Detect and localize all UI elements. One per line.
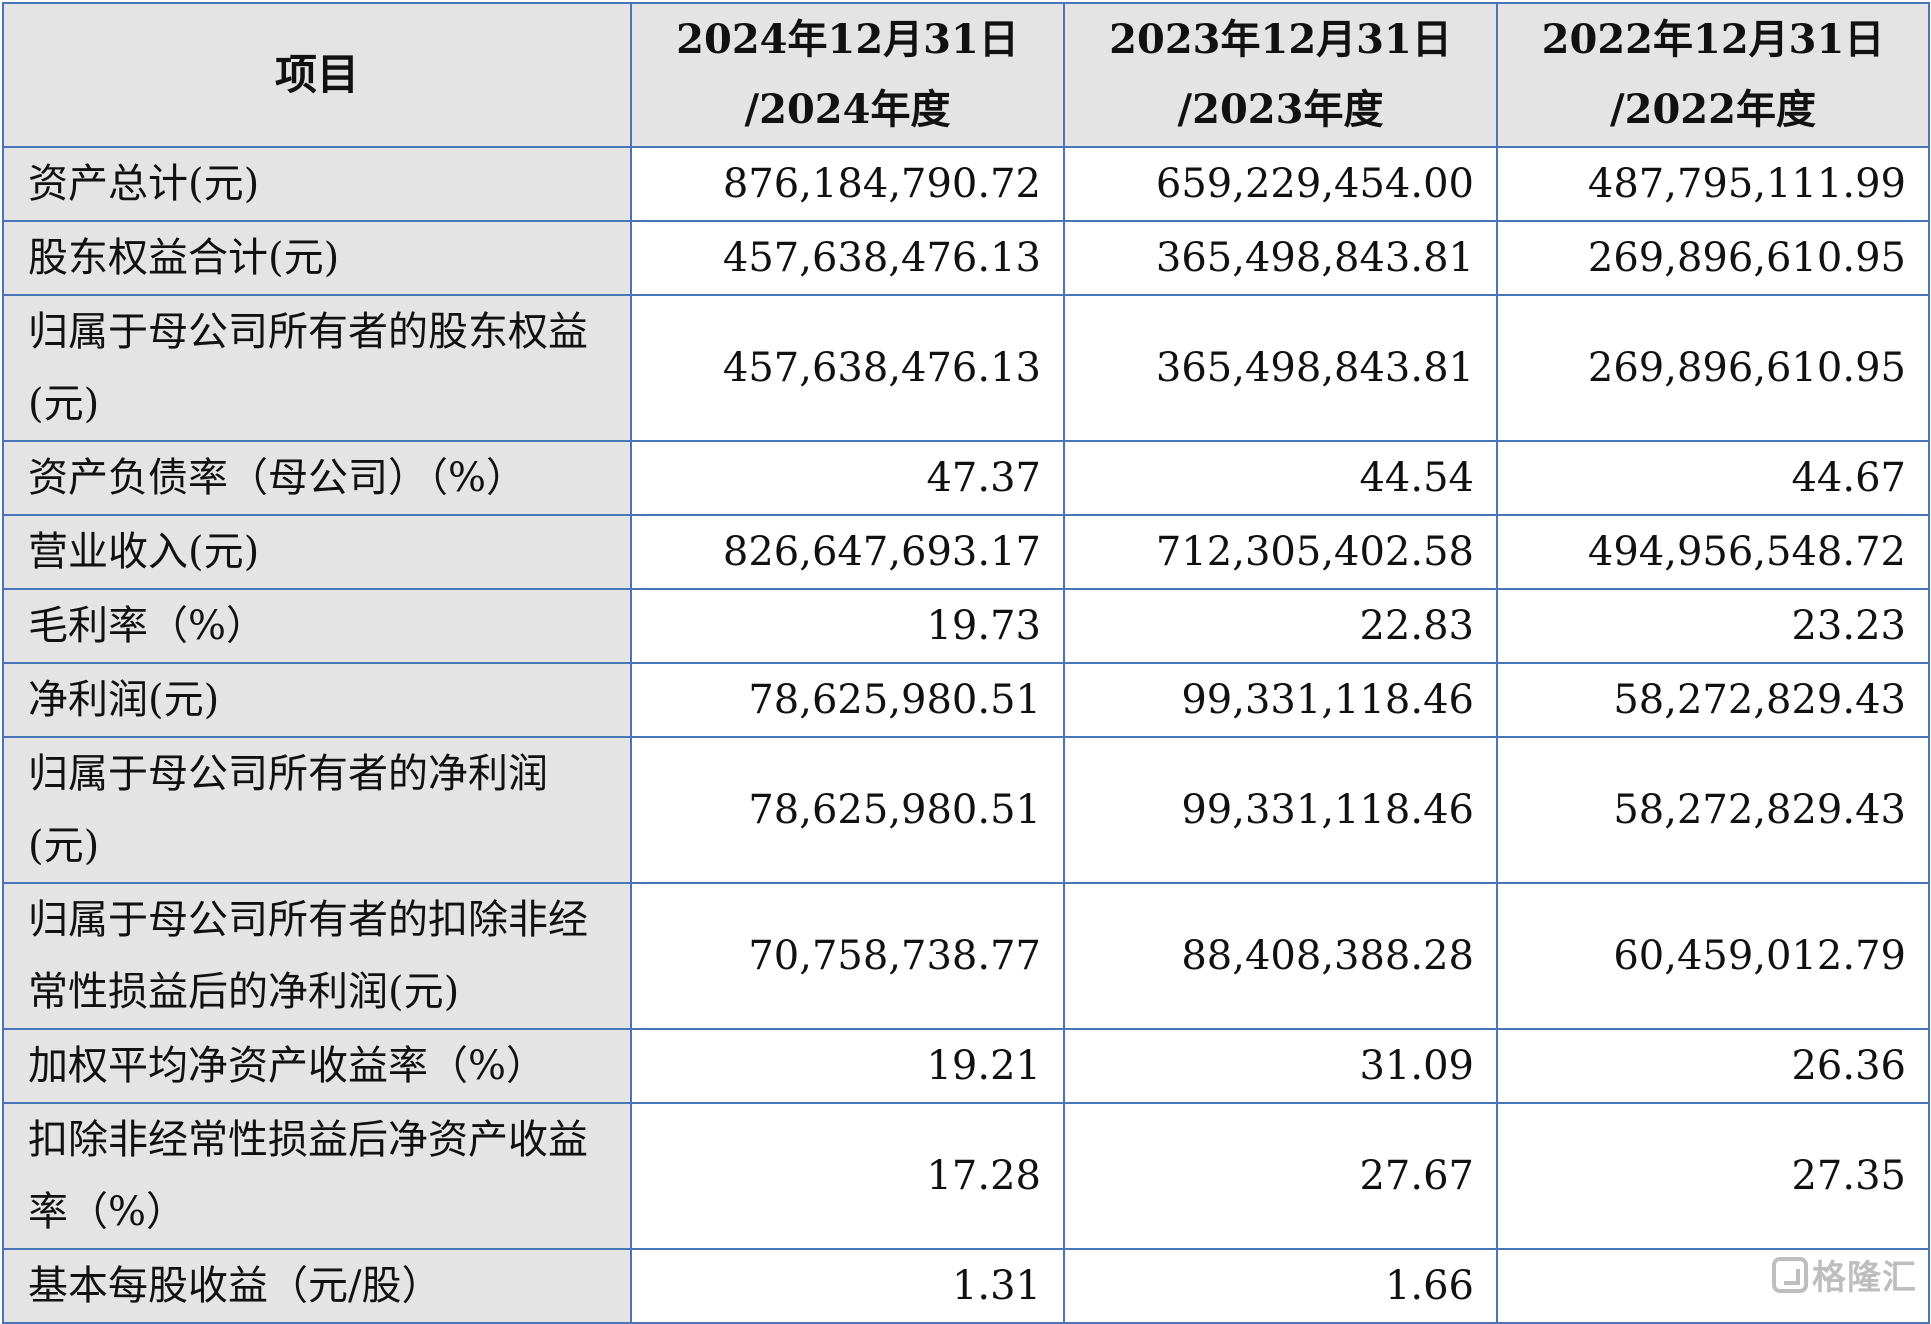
header-col-2024: 2024年12月31日 /2024年度 [630,2,1065,148]
cell-2024: 19.21 [630,1028,1065,1104]
cell-2023: 27.67 [1063,1102,1498,1250]
cell-2024: 70,758,738.77 [630,882,1065,1030]
table-row: 营业收入(元) 826,647,693.17 712,305,402.58 49… [2,514,1930,590]
cell-2024: 78,625,980.51 [630,736,1065,884]
cell-2023: 659,229,454.00 [1063,146,1498,222]
cell-2024: 17.28 [630,1102,1065,1250]
cell-2022: 23.23 [1496,588,1930,664]
header-col-2023: 2023年12月31日 /2023年度 [1063,2,1498,148]
cell-2024: 457,638,476.13 [630,294,1065,442]
cell-2024: 876,184,790.72 [630,146,1065,222]
header-period: /2024年度 [744,86,951,133]
row-label: 营业收入(元) [2,514,632,590]
cell-2024: 78,625,980.51 [630,662,1065,738]
row-label: 基本每股收益（元/股） [2,1248,632,1324]
row-label: 资产负债率（母公司）（%） [2,440,632,516]
cell-2024: 1.31 [630,1248,1065,1324]
table-row: 归属于母公司所有者的股东权益(元) 457,638,476.13 365,498… [2,294,1930,442]
gelonghui-logo-icon [1772,1256,1808,1293]
row-label: 净利润(元) [2,662,632,738]
cell-2023: 99,331,118.46 [1063,662,1498,738]
cell-2024: 47.37 [630,440,1065,516]
cell-2022: 494,956,548.72 [1496,514,1930,590]
table-row: 归属于母公司所有者的扣除非经常性损益后的净利润(元) 70,758,738.77… [2,882,1930,1030]
row-label: 归属于母公司所有者的净利润(元) [2,736,632,884]
table-row: 资产负债率（母公司）（%） 47.37 44.54 44.67 [2,440,1930,516]
row-label: 扣除非经常性损益后净资产收益率（%） [2,1102,632,1250]
cell-2022: 44.67 [1496,440,1930,516]
row-label: 资产总计(元) [2,146,632,222]
cell-2022: 58,272,829.43 [1496,662,1930,738]
cell-2022: 60,459,012.79 [1496,882,1930,1030]
cell-2022: 58,272,829.43 [1496,736,1930,884]
table-header-row: 项目 2024年12月31日 /2024年度 2023年12月31日 /2023… [2,2,1930,148]
row-label: 毛利率（%） [2,588,632,664]
cell-2022: 269,896,610.95 [1496,294,1930,442]
table-row: 毛利率（%） 19.73 22.83 23.23 [2,588,1930,664]
header-date: 2023年12月31日 [1109,16,1452,63]
header-col-2022: 2022年12月31日 /2022年度 [1496,2,1930,148]
table-row: 资产总计(元) 876,184,790.72 659,229,454.00 48… [2,146,1930,222]
watermark: 格隆汇 [1772,1250,1917,1299]
header-date: 2024年12月31日 [676,16,1019,63]
header-date: 2022年12月31日 [1541,16,1885,63]
row-label: 归属于母公司所有者的股东权益(元) [2,294,632,442]
cell-2023: 44.54 [1063,440,1498,516]
cell-2023: 88,408,388.28 [1063,882,1498,1030]
header-period: /2022年度 [1610,86,1816,133]
cell-2022: 26.36 [1496,1028,1930,1104]
row-label: 归属于母公司所有者的扣除非经常性损益后的净利润(元) [2,882,632,1030]
cell-2023: 99,331,118.46 [1063,736,1498,884]
cell-2024: 457,638,476.13 [630,220,1065,296]
cell-2024: 19.73 [630,588,1065,664]
row-label: 加权平均净资产收益率（%） [2,1028,632,1104]
table-row: 加权平均净资产收益率（%） 19.21 31.09 26.36 [2,1028,1930,1104]
table-row: 归属于母公司所有者的净利润(元) 78,625,980.51 99,331,11… [2,736,1930,884]
cell-2023: 365,498,843.81 [1063,294,1498,442]
row-label: 股东权益合计(元) [2,220,632,296]
cell-2023: 1.66 [1063,1248,1498,1324]
table-row: 扣除非经常性损益后净资产收益率（%） 17.28 27.67 27.35 [2,1102,1930,1250]
cell-2023: 712,305,402.58 [1063,514,1498,590]
cell-2024: 826,647,693.17 [630,514,1065,590]
cell-2022: 27.35 [1496,1102,1930,1250]
cell-2022: 269,896,610.95 [1496,220,1930,296]
header-period: /2023年度 [1177,86,1384,133]
watermark-text: 格隆汇 [1812,1258,1917,1298]
cell-2023: 365,498,843.81 [1063,220,1498,296]
table-row: 净利润(元) 78,625,980.51 99,331,118.46 58,27… [2,662,1930,738]
cell-2022: 487,795,111.99 [1496,146,1930,222]
header-item: 项目 [2,2,632,148]
cell-2023: 22.83 [1063,588,1498,664]
table-row: 股东权益合计(元) 457,638,476.13 365,498,843.81 … [2,220,1930,296]
table-row: 基本每股收益（元/股） 1.31 1.66 [2,1248,1930,1324]
cell-2023: 31.09 [1063,1028,1498,1104]
